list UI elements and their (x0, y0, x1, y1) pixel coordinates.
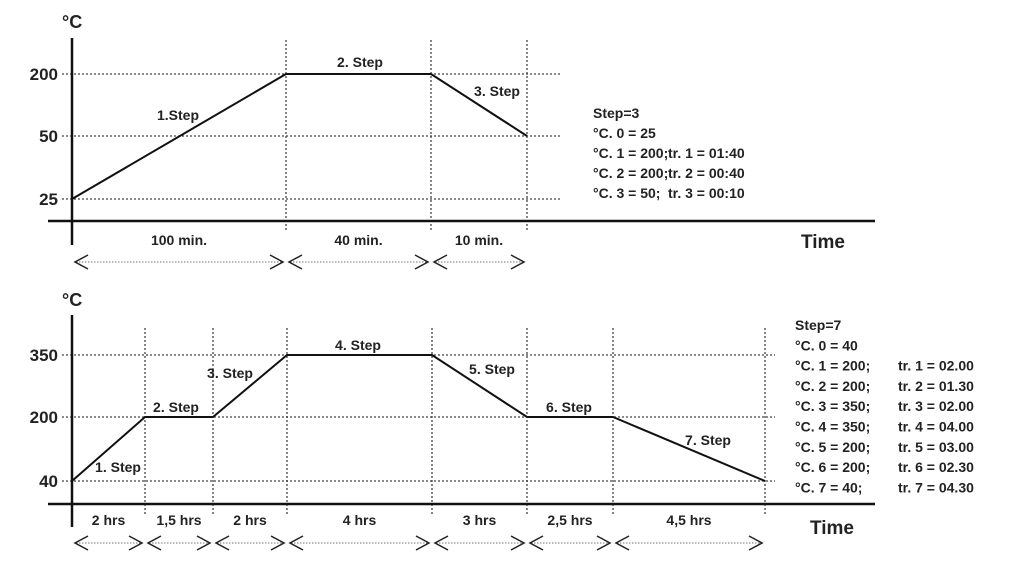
step-label: 3. Step (474, 83, 520, 99)
step-label: 2. Step (337, 54, 383, 70)
info-ramp-time: tr. 5 = 03.00 (898, 439, 974, 455)
step-label: 4. Step (335, 337, 381, 353)
y-tick-label: 25 (39, 190, 58, 209)
step-label: 3. Step (207, 365, 253, 381)
info-ramp-time: tr. 6 = 02.30 (898, 459, 974, 475)
duration-label: 40 min. (334, 232, 382, 248)
y-tick-label: 50 (39, 127, 58, 146)
arrow-left-icon (287, 254, 303, 270)
step-label: 1. Step (95, 459, 141, 475)
y-tick-label: 350 (30, 346, 58, 365)
arrow-right-icon (510, 535, 526, 551)
y-tick-label: 40 (39, 472, 58, 491)
arrow-left-icon (73, 535, 89, 551)
info-temperature: °C. 5 = 200; (795, 439, 870, 455)
arrow-right-icon (748, 535, 764, 551)
arrow-left-icon (433, 535, 449, 551)
duration-label: 2 hrs (92, 512, 126, 528)
info-temperature: °C. 0 = 40 (795, 337, 858, 353)
info-temperature: °C. 1 = 200; (593, 145, 668, 161)
arrow-left-icon (432, 254, 448, 270)
arrow-right-icon (269, 254, 285, 270)
duration-label: 4,5 hrs (666, 512, 711, 528)
info-ramp-time: tr. 1 = 02.00 (898, 358, 974, 374)
duration-label: 4 hrs (343, 512, 377, 528)
info-temperature: °C. 2 = 200; (795, 378, 870, 394)
arrow-right-icon (270, 535, 286, 551)
arrow-right-icon (510, 254, 526, 270)
info-ramp-time: tr. 2 = 00:40 (668, 165, 745, 181)
step-label: 2. Step (153, 399, 199, 415)
info-ramp-time: tr. 7 = 04.30 (898, 479, 974, 495)
info-title: Step=3 (593, 105, 640, 121)
info-temperature: °C. 7 = 40; (795, 479, 862, 495)
arrow-right-icon (415, 535, 431, 551)
arrow-right-icon (596, 535, 612, 551)
arrow-left-icon (73, 254, 89, 270)
info-temperature: °C. 0 = 25 (593, 125, 656, 141)
arrow-left-icon (528, 535, 544, 551)
step-label: 7. Step (685, 432, 731, 448)
info-ramp-time: tr. 3 = 00:10 (668, 185, 745, 201)
step-label: 1.Step (157, 107, 199, 123)
info-ramp-time: tr. 2 = 01.30 (898, 378, 974, 394)
arrow-right-icon (414, 254, 430, 270)
x-axis-label: Time (810, 518, 854, 539)
x-axis-label: Time (801, 232, 845, 253)
duration-label: 10 min. (455, 232, 503, 248)
temperature-profile-line (71, 73, 528, 200)
info-temperature: °C. 4 = 350; (795, 419, 870, 435)
duration-label: 3 hrs (463, 512, 497, 528)
duration-label: 1,5 hrs (156, 512, 201, 528)
temperature-profile-line (71, 354, 766, 482)
duration-label: 100 min. (151, 232, 207, 248)
arrow-right-icon (196, 535, 212, 551)
arrow-left-icon (614, 535, 630, 551)
y-tick-label: 200 (30, 65, 58, 84)
info-temperature: °C. 1 = 200; (795, 358, 870, 374)
arrow-left-icon (288, 535, 304, 551)
info-temperature: °C. 3 = 350; (795, 398, 870, 414)
y-axis-unit: °C (62, 290, 82, 310)
y-tick-label: 200 (30, 408, 58, 427)
info-temperature: °C. 3 = 50; (593, 185, 660, 201)
info-ramp-time: tr. 4 = 04.00 (898, 419, 974, 435)
step-label: 6. Step (546, 399, 592, 415)
info-temperature: °C. 6 = 200; (795, 459, 870, 475)
duration-label: 2 hrs (233, 512, 267, 528)
y-axis-unit: °C (62, 12, 82, 32)
info-ramp-time: tr. 3 = 02.00 (898, 398, 974, 414)
step-label: 5. Step (469, 361, 515, 377)
info-ramp-time: tr. 1 = 01:40 (668, 145, 745, 161)
duration-label: 2,5 hrs (547, 512, 592, 528)
arrow-left-icon (214, 535, 230, 551)
info-title: Step=7 (795, 317, 842, 333)
arrow-right-icon (128, 535, 144, 551)
info-temperature: °C. 2 = 200; (593, 165, 668, 181)
arrow-left-icon (146, 535, 162, 551)
